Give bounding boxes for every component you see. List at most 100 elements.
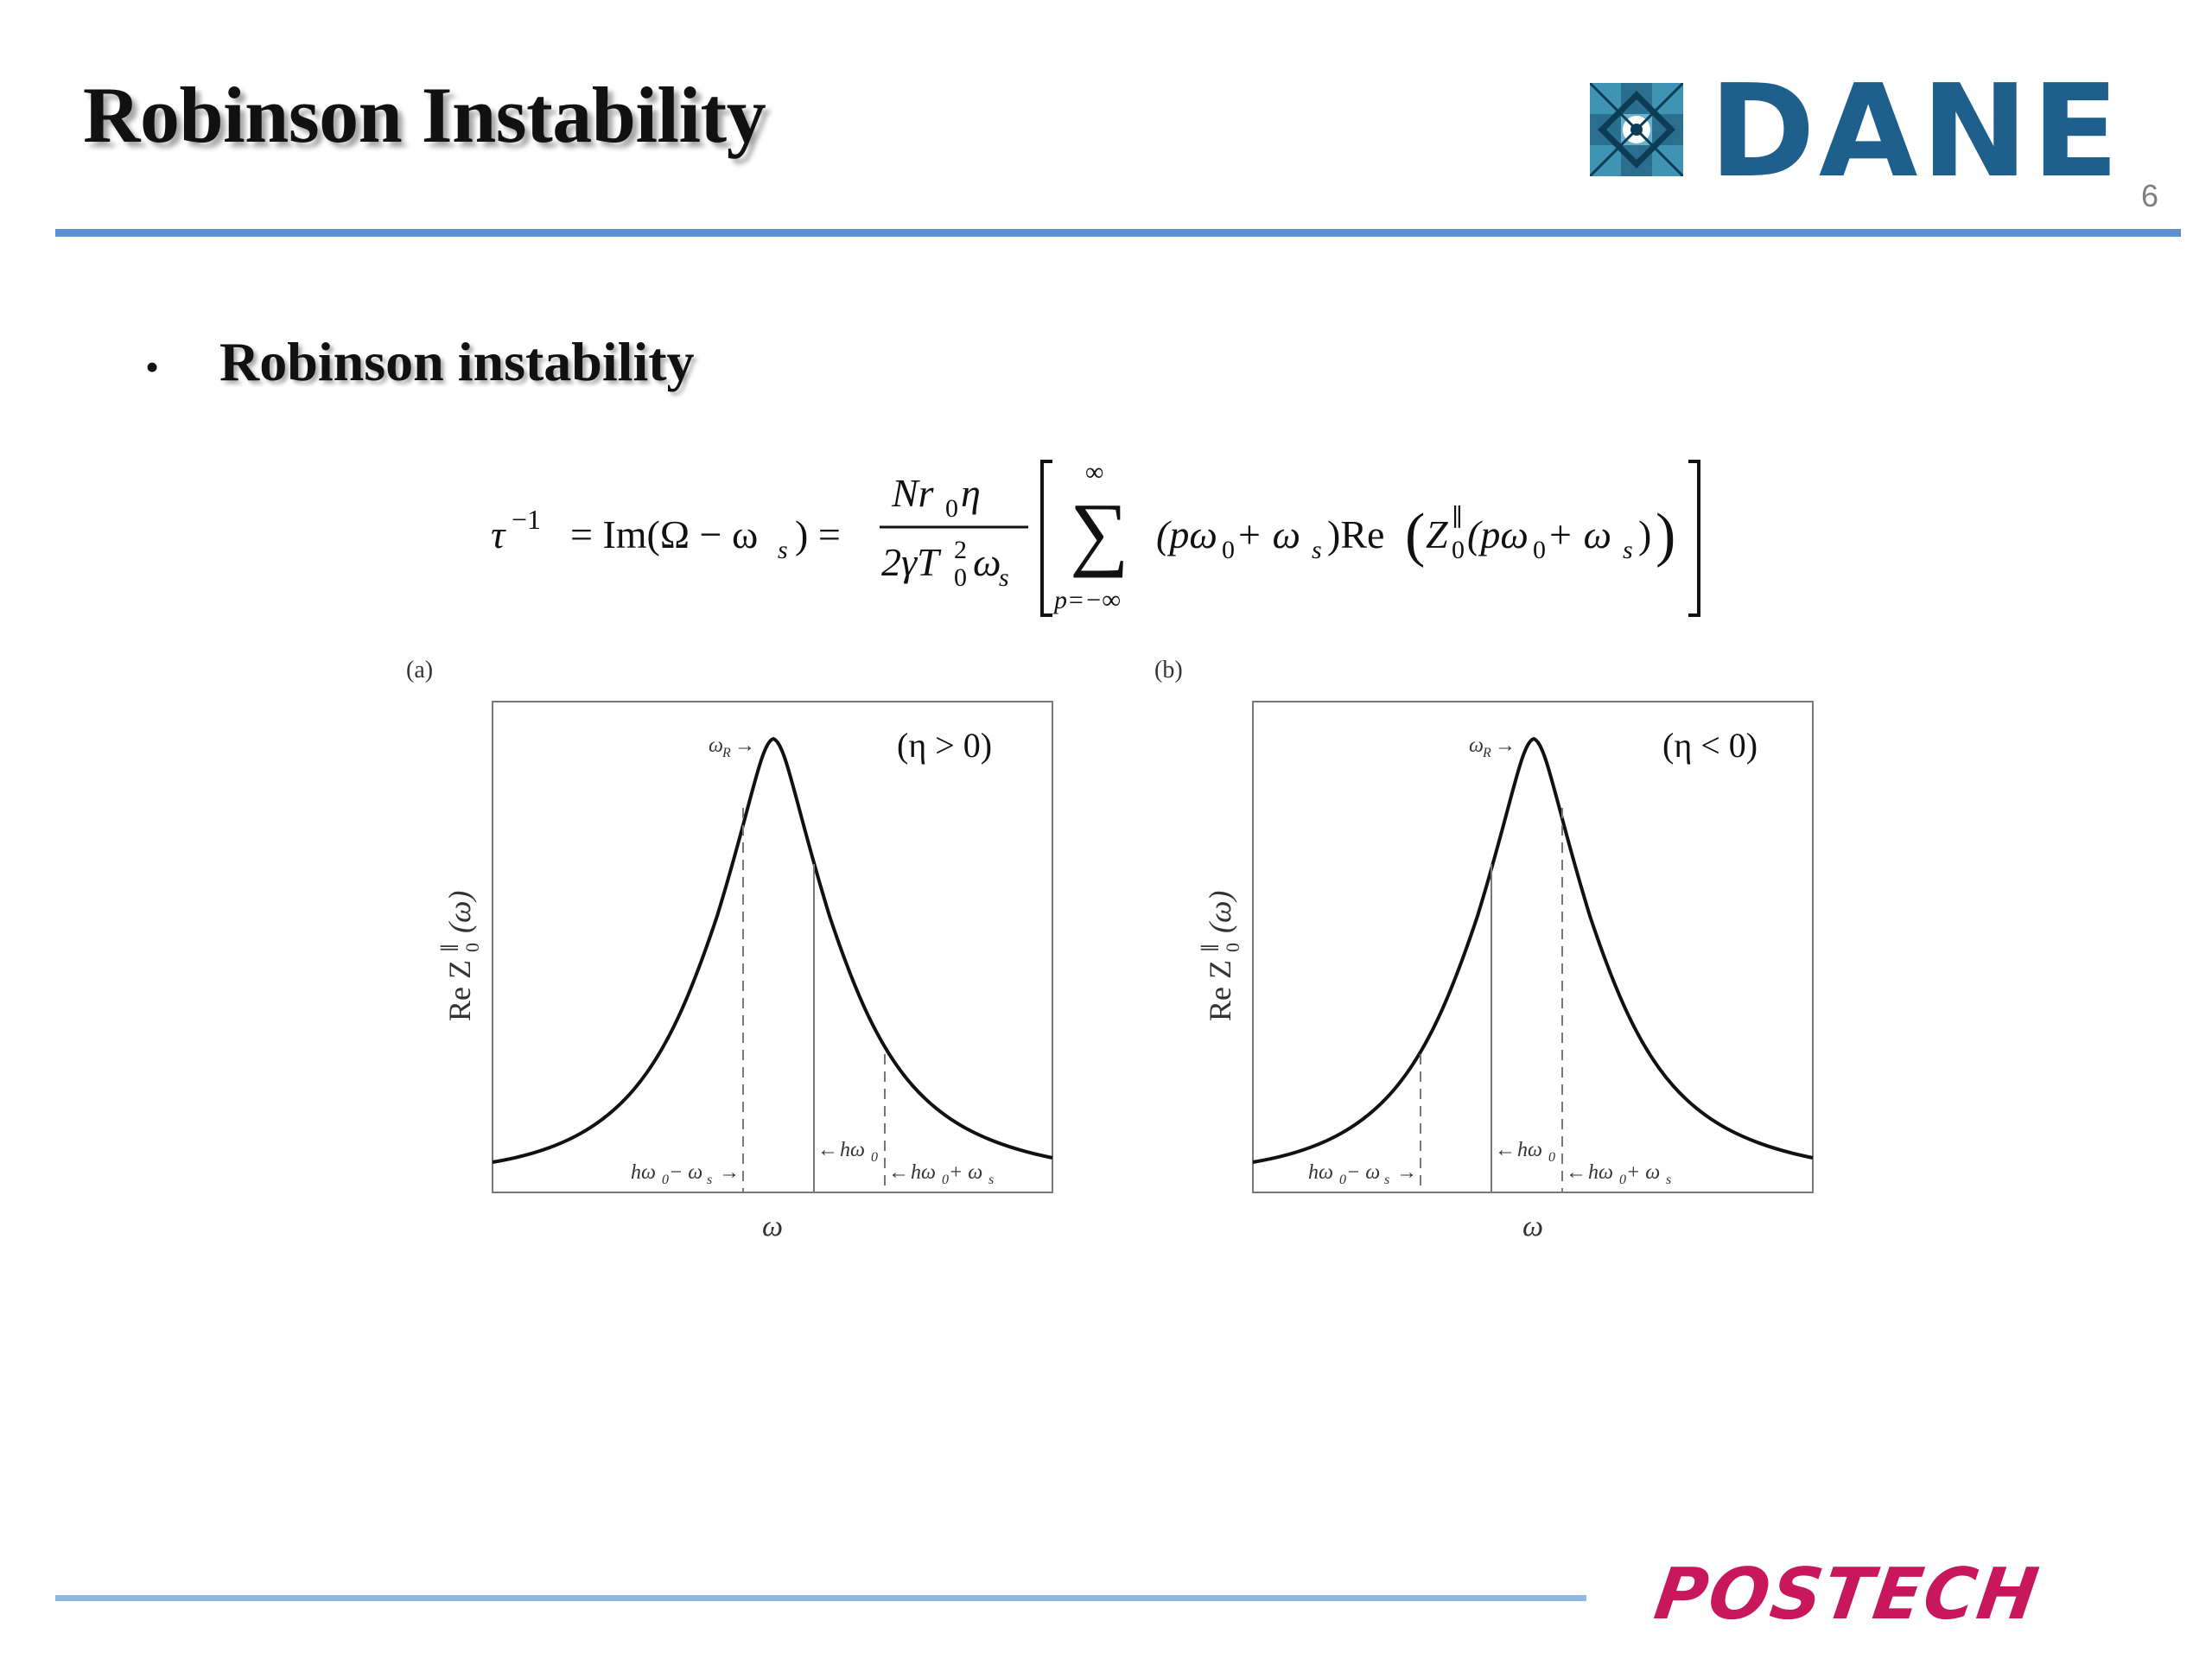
- panel-b-h-minus-sub: 0: [1339, 1173, 1346, 1187]
- eq-sigma-icon: ∑: [1070, 486, 1128, 578]
- eq-z-sup: ∥: [1452, 505, 1463, 531]
- panel-b-omega-r-label: ω R →: [1469, 734, 1516, 760]
- panel-a-x-axis-label: ω: [762, 1211, 783, 1243]
- panel-b-h-center-sub: 0: [1548, 1150, 1555, 1165]
- slide-title: Robinson Instability: [83, 71, 766, 159]
- bullet-text: Robinson instability: [219, 331, 695, 392]
- dane-emblem-icon: [1590, 83, 1683, 176]
- panel-b-omega-r-sub: R: [1482, 746, 1491, 760]
- panel-b-curve: [1252, 736, 1814, 1164]
- panel-a-omega-r-label: ω R →: [709, 734, 755, 760]
- eq-im-expression: = Im(Ω − ω: [570, 512, 758, 556]
- panel-b-h-minus-arrow-icon: →: [1396, 1161, 1417, 1184]
- eq-z-arg-a: (pω: [1467, 512, 1529, 556]
- panel-b-omega-r: ω: [1469, 734, 1484, 757]
- eq-denominator-tail-sub: s: [999, 563, 1009, 592]
- eq-numerator-sub: 0: [945, 494, 958, 523]
- eq-z-arg-b-sub: s: [1623, 536, 1633, 564]
- panel-a-h-center-label: ← hω 0: [817, 1139, 878, 1165]
- panel-b-h-center-arrow-icon: ←: [1495, 1139, 1516, 1161]
- panel-a-omega-r: ω: [709, 734, 723, 757]
- panel-a-h-minus-tail: − ω: [669, 1161, 702, 1184]
- panel-a-omega-r-sub: R: [721, 746, 731, 760]
- panel-b-frame: [1252, 701, 1814, 1193]
- panel-a-h-plus-arrow-icon: ←: [888, 1161, 909, 1184]
- eq-left-bracket: [1040, 460, 1052, 617]
- eq-summand-c: )Re: [1327, 512, 1384, 556]
- panel-b-h-minus: hω: [1308, 1161, 1333, 1184]
- panel-a-h-plus-sub: 0: [942, 1173, 949, 1187]
- panel-b-h-plus-tail: + ω: [1626, 1161, 1660, 1184]
- panel-b-h-plus-arrow-icon: ←: [1566, 1161, 1586, 1184]
- panel-a-h-center-sub: 0: [871, 1150, 878, 1165]
- panel-a-h-plus-tail: + ω: [949, 1161, 982, 1184]
- panel-a-h-minus: hω: [631, 1161, 656, 1184]
- panel-a-h-minus-arrow-icon: →: [719, 1161, 740, 1184]
- postech-logo: POSTECH: [1649, 1554, 2045, 1636]
- panel-a-condition: (η > 0): [897, 726, 992, 765]
- panel-b-h-plus: hω: [1588, 1161, 1613, 1184]
- robinson-growth-rate-equation: τ −1 = Im(Ω − ω s ) = Nr 0 η 2γT 2 0 ω s…: [491, 458, 1700, 617]
- eq-denominator: 2γT: [881, 540, 942, 584]
- panel-a-frame: [492, 701, 1053, 1193]
- eq-tau-exponent: −1: [512, 504, 541, 535]
- panel-b-h-minus-label: hω 0 − ω s →: [1308, 1161, 1417, 1187]
- panel-a-omega-r-arrow-icon: →: [734, 734, 755, 757]
- panel-b-condition: (η < 0): [1662, 726, 1758, 765]
- panel-b-omega-r-arrow-icon: →: [1495, 734, 1516, 757]
- eq-numerator-tail: η: [961, 471, 981, 515]
- eq-right-bracket: [1688, 460, 1700, 617]
- panel-b-h-minus-tail: − ω: [1346, 1161, 1380, 1184]
- eq-summand-b: + ω: [1236, 512, 1300, 556]
- footer-rule: [55, 1595, 1586, 1601]
- bullet-item: • Robinson instability: [145, 330, 695, 394]
- eq-denominator-sub: 0: [954, 563, 967, 592]
- panel-b-ylabel-sub: 0: [1222, 943, 1243, 952]
- panel-a-h-minus-sub: 0: [662, 1173, 669, 1187]
- eq-numerator: Nr: [891, 471, 935, 515]
- panel-b-h-center: hω: [1517, 1139, 1542, 1161]
- panel-b-h-minus-tail-sub: s: [1384, 1173, 1389, 1187]
- panel-b: (b) (η < 0) ω R → hω 0 − ω s → ← hω 0 ← …: [1154, 657, 1814, 1243]
- eq-summand-a: (pω: [1156, 512, 1217, 556]
- panel-a-h-plus-tail-sub: s: [988, 1173, 994, 1187]
- panel-a-h-minus-tail-sub: s: [707, 1173, 712, 1187]
- eq-tau: τ: [491, 512, 506, 556]
- panel-b-ylabel-sup: ∥: [1199, 944, 1221, 952]
- header-rule: [55, 229, 2181, 237]
- eq-left-paren: (: [1405, 502, 1425, 569]
- panel-a-h-center: hω: [840, 1139, 865, 1161]
- slide-number: 6: [2141, 178, 2159, 213]
- panel-b-x-axis-label: ω: [1522, 1211, 1543, 1243]
- eq-summand-a-sub: 0: [1222, 536, 1235, 564]
- panel-a-ylabel: Re Z: [442, 960, 477, 1021]
- panel-b-h-plus-label: ← hω 0 + ω s: [1566, 1161, 1671, 1187]
- panel-b-tag: (b): [1154, 657, 1183, 683]
- eq-z-arg-a-sub: 0: [1533, 536, 1546, 564]
- panel-b-h-plus-sub: 0: [1619, 1173, 1626, 1187]
- panel-a-ylabel-sup: ∥: [439, 944, 461, 952]
- panel-a-h-minus-label: hω 0 − ω s →: [631, 1161, 740, 1187]
- panel-a-h-plus-label: ← hω 0 + ω s: [888, 1161, 994, 1187]
- panel-b-h-plus-tail-sub: s: [1666, 1173, 1671, 1187]
- eq-im-sub: s: [778, 536, 788, 564]
- eq-z-arg-b: + ω: [1547, 512, 1611, 556]
- eq-denominator-sup: 2: [954, 536, 967, 564]
- eq-summand-b-sub: s: [1312, 536, 1322, 564]
- eq-sum-lower: p=−∞: [1052, 586, 1121, 614]
- panel-a-curve: [492, 736, 1053, 1164]
- panel-a-ylabel-sub: 0: [461, 943, 483, 952]
- panel-a-tag: (a): [406, 657, 433, 683]
- panel-b-y-axis-label: Re Z ∥ 0 (ω): [1199, 891, 1243, 1021]
- bullet-dot-icon: •: [145, 345, 160, 389]
- dane-logo: DANE: [1590, 67, 2119, 195]
- resonance-figure: (a) (η > 0) ω R → hω 0 − ω s → ← hω 0 ← …: [406, 657, 1814, 1243]
- panel-a-y-axis-label: Re Z ∥ 0 (ω): [439, 891, 483, 1021]
- eq-z: Z: [1426, 512, 1448, 556]
- panel-b-ylabel: Re Z: [1203, 960, 1237, 1021]
- eq-denominator-tail: ω: [973, 540, 1001, 584]
- eq-sum-upper: ∞: [1085, 458, 1103, 486]
- panel-b-ylabel-arg: (ω): [1203, 891, 1237, 933]
- eq-im-close: ) =: [795, 512, 841, 556]
- panel-a-ylabel-arg: (ω): [442, 891, 477, 933]
